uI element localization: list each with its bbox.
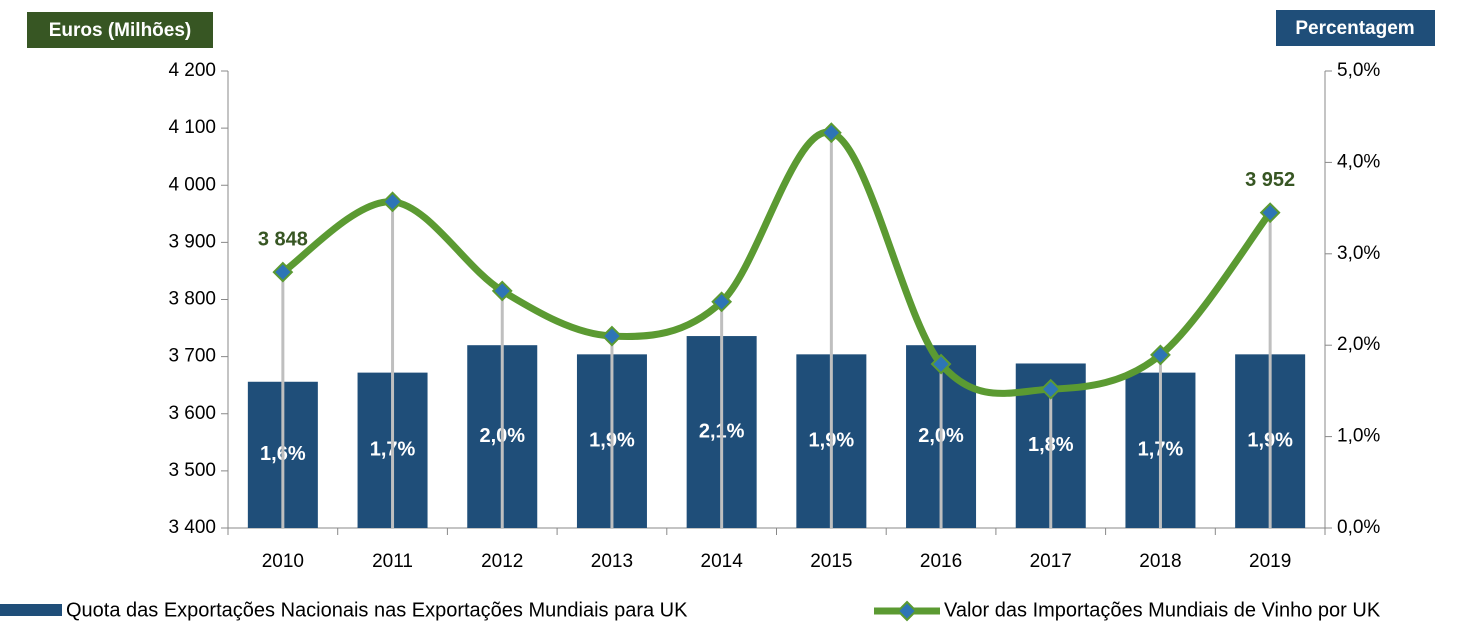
- legend-label: Quota das Exportações Nacionais nas Expo…: [66, 599, 688, 621]
- legend-swatch: [0, 604, 62, 616]
- x-tick-label: 2013: [591, 551, 633, 572]
- marker: [711, 291, 733, 313]
- y-tick-label: 4 200: [168, 60, 216, 81]
- legend-marker: [896, 600, 918, 622]
- y-tick-label: 4 000: [168, 174, 216, 195]
- y2-axis-label-box: [1276, 10, 1435, 46]
- x-tick-label: 2017: [1030, 551, 1072, 572]
- marker: [1150, 344, 1171, 366]
- y-tick-label: 4 100: [168, 117, 216, 138]
- y-tick-label: 3 600: [168, 403, 216, 424]
- legend-label: Valor das Importações Mundiais de Vinho …: [944, 599, 1381, 621]
- x-tick-label: 2011: [372, 551, 413, 572]
- x-tick-label: 2015: [810, 551, 852, 572]
- y-axis-label-box: [27, 12, 213, 48]
- y-tick-label: 3 900: [168, 231, 216, 252]
- line: [280, 129, 1273, 397]
- marker: [1259, 202, 1281, 224]
- y2-tick-label: 1,0%: [1337, 426, 1380, 447]
- x-tick-label: 2016: [920, 551, 962, 572]
- marker: [820, 122, 842, 144]
- x-tick-label: 2014: [701, 551, 744, 572]
- x-tick-label: 2018: [1139, 551, 1181, 572]
- x-tick-label: 2019: [1249, 551, 1291, 572]
- y-tick-label: 3 800: [168, 289, 216, 310]
- y2-tick-label: 2,0%: [1337, 334, 1380, 355]
- y2-tick-label: 3,0%: [1337, 243, 1380, 264]
- line-label: 3 848: [258, 228, 308, 250]
- x-tick-label: 2012: [481, 551, 523, 572]
- y-axis-label: Euros (Milhões): [49, 20, 192, 41]
- y2-axis-label: Percentagem: [1295, 18, 1414, 39]
- marker: [1040, 378, 1062, 400]
- y2-tick-label: 5,0%: [1337, 60, 1380, 81]
- marker: [382, 191, 403, 213]
- y-tick-label: 3 400: [168, 517, 216, 538]
- marker: [601, 325, 623, 347]
- y2-tick-label: 4,0%: [1337, 151, 1380, 172]
- line-label: 3 952: [1245, 169, 1295, 191]
- marker: [930, 353, 952, 375]
- y2-tick-label: 0,0%: [1337, 517, 1380, 538]
- x-tick-label: 2010: [262, 551, 304, 572]
- marker: [272, 261, 294, 283]
- marker: [491, 280, 513, 302]
- y-tick-label: 3 500: [168, 460, 216, 481]
- y-tick-label: 3 700: [168, 346, 216, 367]
